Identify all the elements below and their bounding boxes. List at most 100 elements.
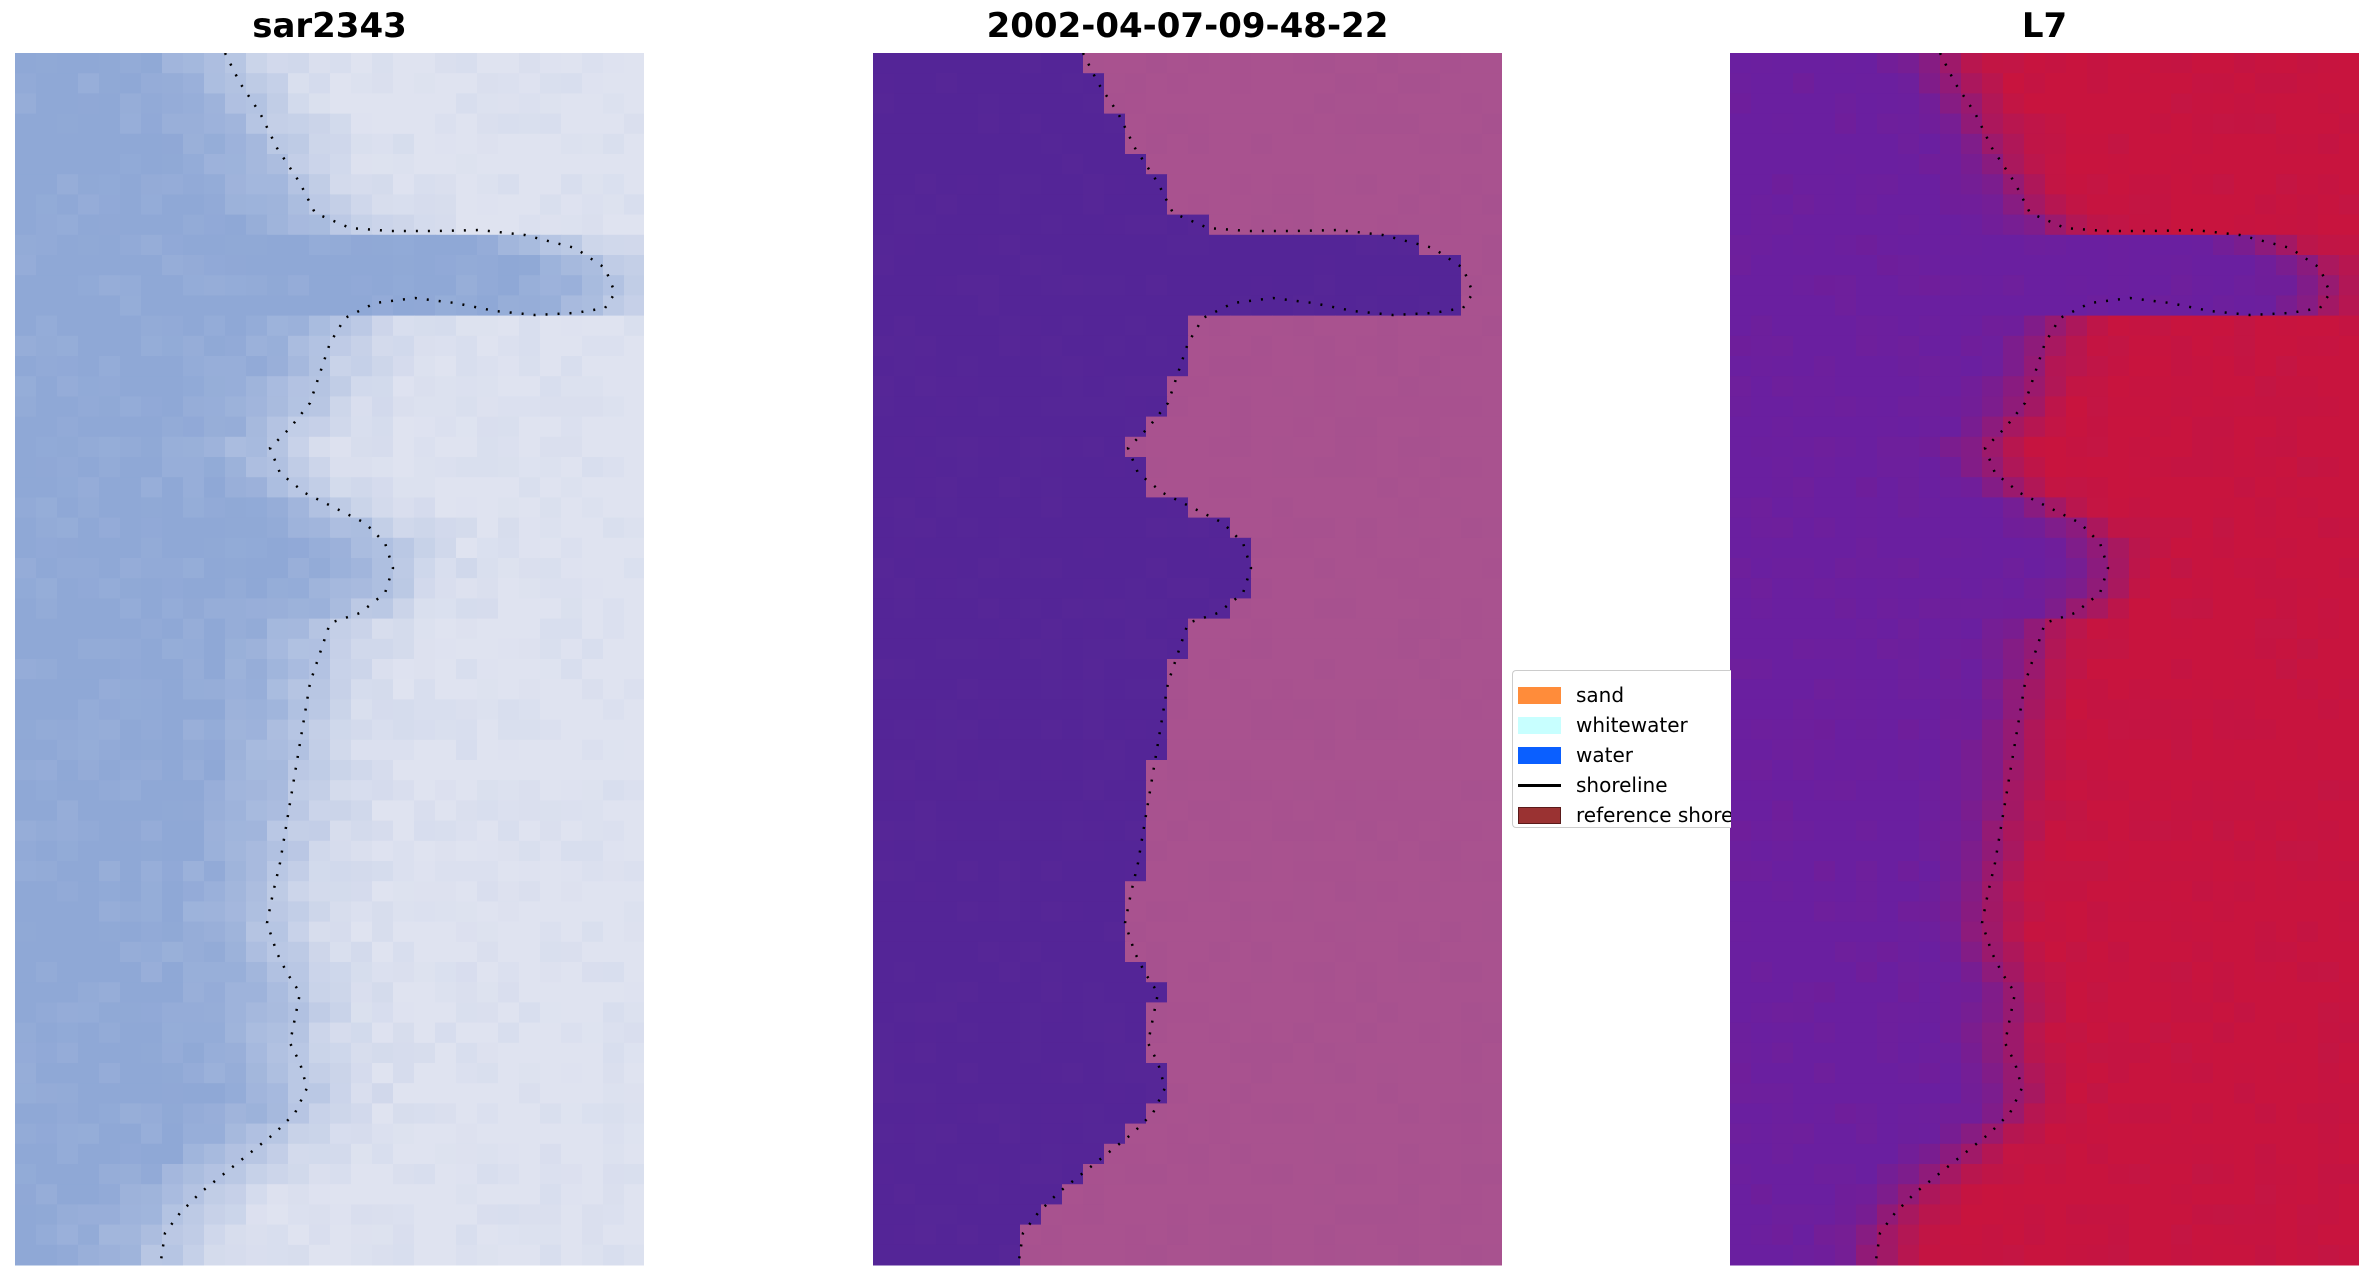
class-pixel — [1209, 679, 1231, 700]
class-pixel — [1146, 679, 1168, 700]
mndwi-pixel — [1835, 275, 1857, 296]
mndwi-pixel — [2297, 578, 2319, 599]
mndwi-pixel — [2339, 901, 2359, 923]
mndwi-pixel — [2297, 93, 2319, 115]
rgb-pixel — [267, 760, 289, 781]
rgb-pixel — [78, 1184, 100, 1205]
rgb-pixel — [57, 679, 79, 700]
mndwi-pixel — [2003, 416, 2025, 438]
class-pixel — [873, 962, 895, 983]
rgb-pixel — [162, 719, 184, 741]
mndwi-pixel — [1961, 436, 1983, 458]
class-pixel — [1419, 1002, 1441, 1024]
class-pixel — [957, 861, 979, 882]
rgb-pixel — [36, 618, 58, 640]
class-pixel — [1146, 315, 1168, 337]
mndwi-pixel — [2087, 598, 2109, 620]
mndwi-pixel — [2087, 679, 2109, 700]
class-pixel — [1377, 820, 1399, 842]
mndwi-pixel — [2276, 53, 2298, 74]
class-pixel — [1146, 982, 1168, 1003]
rgb-pixel — [456, 699, 478, 721]
rgb-pixel — [498, 73, 520, 94]
class-pixel — [1482, 1224, 1502, 1246]
mndwi-pixel — [1772, 699, 1794, 721]
rgb-pixel — [162, 436, 184, 458]
class-pixel — [1104, 1204, 1126, 1226]
rgb-pixel — [372, 820, 394, 842]
rgb-pixel — [435, 53, 457, 74]
mndwi-pixel — [2024, 376, 2046, 397]
rgb-pixel — [372, 800, 394, 822]
mndwi-pixel — [2171, 194, 2193, 216]
mndwi-pixel — [2192, 941, 2214, 963]
class-pixel — [1167, 901, 1189, 923]
class-pixel — [1188, 1123, 1210, 1145]
mndwi-pixel — [2339, 638, 2359, 660]
class-pixel — [1461, 1042, 1483, 1064]
mndwi-pixel — [1730, 436, 1752, 458]
mndwi-pixel — [1751, 53, 1773, 74]
class-pixel — [915, 1123, 937, 1145]
mndwi-pixel — [2318, 154, 2340, 175]
mndwi-pixel — [2171, 941, 2193, 963]
mndwi-pixel — [2087, 133, 2109, 155]
class-pixel — [1482, 921, 1502, 943]
mndwi-pixel — [2066, 941, 2088, 963]
rgb-pixel — [183, 497, 205, 519]
rgb-pixel — [624, 1123, 644, 1145]
rgb-pixel — [498, 194, 520, 216]
class-pixel — [1377, 1063, 1399, 1084]
rgb-pixel — [57, 356, 79, 377]
class-pixel — [1314, 1123, 1336, 1145]
class-pixel — [1041, 1083, 1063, 1104]
class-pixel — [1167, 436, 1189, 458]
rgb-pixel — [225, 941, 247, 963]
rgb-pixel — [267, 598, 289, 620]
rgb-pixel — [477, 315, 499, 337]
class-pixel — [936, 558, 958, 579]
mndwi-pixel — [1835, 154, 1857, 175]
rgb-pixel — [603, 1103, 625, 1125]
mndwi-pixel — [1772, 517, 1794, 539]
rgb-pixel — [351, 436, 373, 458]
rgb-pixel — [309, 477, 331, 498]
rgb-pixel — [183, 1224, 205, 1246]
mndwi-pixel — [1772, 133, 1794, 155]
class-pixel — [1230, 618, 1252, 640]
rgb-pixel — [246, 1063, 268, 1084]
class-pixel — [1419, 638, 1441, 660]
class-pixel — [978, 659, 1000, 680]
class-pixel — [1251, 921, 1273, 943]
class-pixel — [1356, 1022, 1378, 1044]
rgb-pixel — [267, 739, 289, 761]
class-pixel — [1146, 1042, 1168, 1064]
class-pixel — [1293, 881, 1315, 902]
mndwi-pixel — [1751, 982, 1773, 1003]
rgb-pixel — [288, 1022, 310, 1044]
mndwi-pixel — [2276, 275, 2298, 296]
class-pixel — [1041, 578, 1063, 599]
rgb-pixel — [519, 679, 541, 700]
rgb-pixel — [603, 820, 625, 842]
class-pixel — [1230, 255, 1252, 276]
class-pixel — [1461, 517, 1483, 539]
class-pixel — [1419, 73, 1441, 94]
mndwi-pixel — [2066, 659, 2088, 680]
class-pixel — [1335, 477, 1357, 498]
class-pixel — [894, 174, 916, 195]
class-pixel — [1062, 73, 1084, 94]
rgb-pixel — [414, 1083, 436, 1104]
rgb-pixel — [393, 578, 415, 599]
rgb-pixel — [582, 457, 604, 478]
rgb-pixel — [246, 1164, 268, 1185]
class-pixel — [1377, 1022, 1399, 1044]
mndwi-pixel — [2045, 436, 2067, 458]
mndwi-pixel — [2003, 255, 2025, 276]
rgb-pixel — [267, 699, 289, 721]
class-pixel — [1062, 194, 1084, 216]
rgb-pixel — [246, 1002, 268, 1024]
rgb-pixel — [561, 820, 583, 842]
class-pixel — [936, 497, 958, 519]
rgb-pixel — [246, 497, 268, 519]
